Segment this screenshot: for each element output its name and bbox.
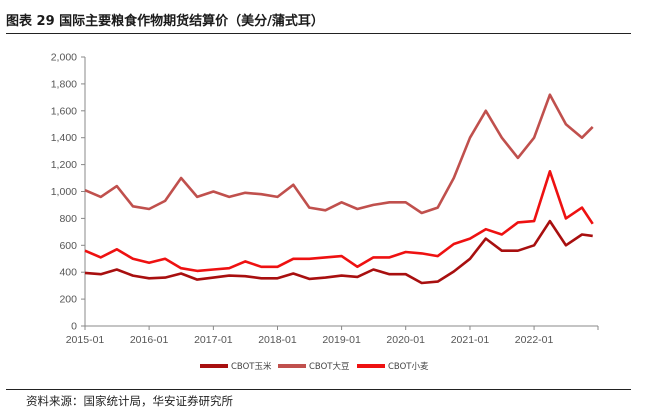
x-tick-label: 2022-01 xyxy=(515,334,554,346)
y-tick-label: 400 xyxy=(59,267,77,279)
title-rule xyxy=(6,33,631,34)
legend-label-3: CBOT小麦 xyxy=(388,361,429,372)
x-tick-label: 2016-01 xyxy=(130,334,169,346)
y-tick-label: 1,800 xyxy=(51,78,77,90)
x-tick-label: 2017-01 xyxy=(194,334,233,346)
x-tick-label: 2018-01 xyxy=(258,334,297,346)
y-tick-label: 0 xyxy=(71,321,77,333)
x-tick-label: 2019-01 xyxy=(322,334,361,346)
series-line-3 xyxy=(84,170,594,273)
source-note: 资料来源：国家统计局，华安证券研究所 xyxy=(26,394,233,408)
footer-rule xyxy=(6,389,631,390)
y-tick-label: 600 xyxy=(59,240,77,252)
y-tick-label: 200 xyxy=(59,294,77,306)
y-tick-label: 800 xyxy=(59,213,77,225)
series-line-2 xyxy=(84,93,594,215)
chart-series-group xyxy=(84,93,594,285)
chart-title: 图表 29 国际主要粮食作物期货结算价（美分/蒲式耳） xyxy=(6,14,324,29)
chart-legend: CBOT玉米 CBOT大豆 CBOT小麦 xyxy=(200,361,429,372)
y-tick-label: 1,200 xyxy=(51,159,77,171)
y-tick-label: 1,400 xyxy=(51,132,77,144)
y-tick-label: 2,000 xyxy=(51,52,77,64)
x-tick-label: 2020-01 xyxy=(386,334,425,346)
y-tick-label: 1,600 xyxy=(51,105,77,117)
y-tick-label: 1,000 xyxy=(51,186,77,198)
series-line-1 xyxy=(84,219,593,285)
x-tick-label: 2015-01 xyxy=(66,334,105,346)
legend-label-2: CBOT大豆 xyxy=(309,361,350,372)
legend-label-1: CBOT玉米 xyxy=(231,361,272,372)
chart-axes: 0 200 400 600 800 1,000 1,200 1,400 1,600 1,800 2,… xyxy=(51,52,599,346)
x-tick-label: 2021-01 xyxy=(451,334,490,346)
